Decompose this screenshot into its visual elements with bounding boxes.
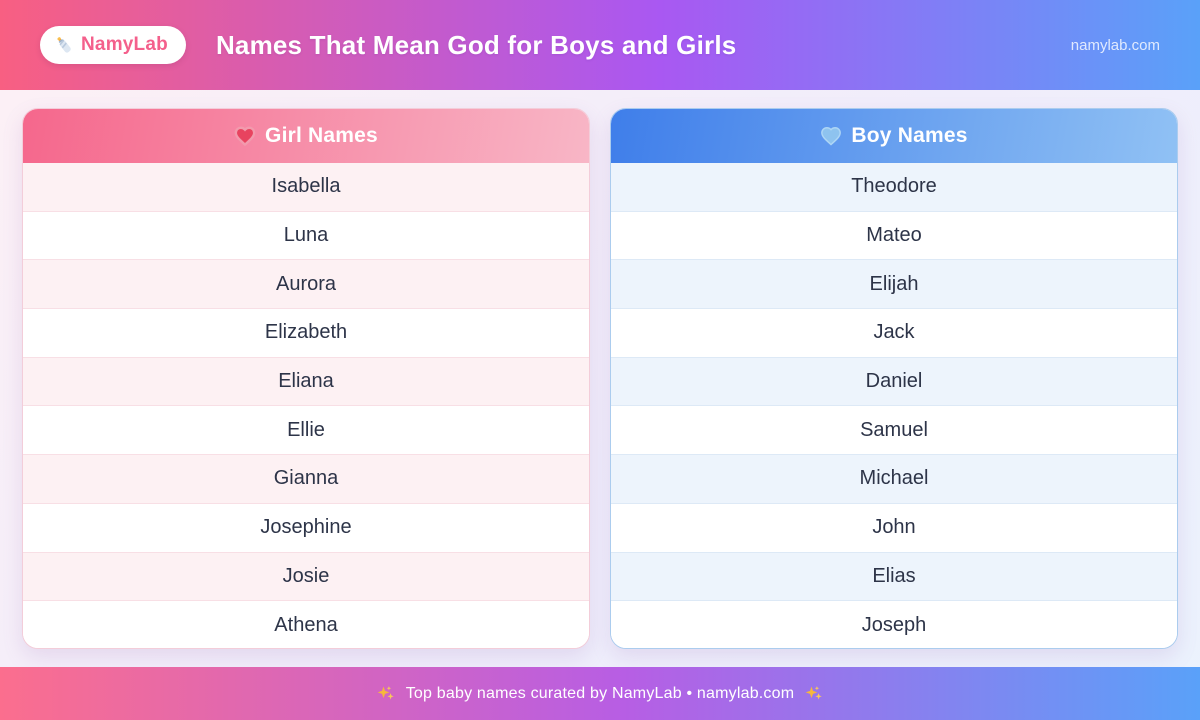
name-row: Mateo xyxy=(611,211,1177,261)
footer-text: Top baby names curated by NamyLab • namy… xyxy=(405,684,795,702)
name-row: Joseph xyxy=(611,601,1177,648)
girl-names-list: Isabella Luna Aurora Elizabeth Eliana Ellie Gi… xyxy=(23,163,589,648)
name-row: Jack xyxy=(611,309,1177,358)
boy-names-list: Theodore Mateo Elijah Jack Daniel Samuel Micha… xyxy=(611,163,1177,648)
name-row: Ellie xyxy=(23,406,589,456)
heart-icon xyxy=(821,127,842,146)
boy-names-header: Boy Names xyxy=(611,109,1177,163)
heart-icon xyxy=(234,126,256,147)
footer-bar: Top baby names curated by NamyLab • namy… xyxy=(0,667,1200,720)
name-row: Luna xyxy=(23,211,589,261)
name-row: Daniel xyxy=(611,357,1177,407)
name-row: Elias xyxy=(611,552,1177,602)
name-row: Elizabeth xyxy=(23,309,589,358)
girl-names-header: Girl Names xyxy=(23,109,589,163)
baby-bottle-icon xyxy=(57,37,71,53)
name-row: Samuel xyxy=(611,406,1177,456)
name-row: Josie xyxy=(23,552,589,602)
boy-names-card: Boy Names Theodore Mateo Elijah Jack Daniel S… xyxy=(610,108,1178,649)
name-row: Theodore xyxy=(611,163,1177,212)
name-row: Athena xyxy=(23,601,589,648)
sparkles-icon xyxy=(377,685,394,699)
girl-names-card: Girl Names Isabella Luna Aurora Elizabeth El… xyxy=(22,108,590,649)
name-row: Josephine xyxy=(23,503,589,553)
main-content: Girl Names Isabella Luna Aurora Elizabeth El… xyxy=(0,90,1200,649)
name-row: Elijah xyxy=(611,260,1177,310)
name-row: Michael xyxy=(611,455,1177,504)
name-row: Aurora xyxy=(23,260,589,310)
name-row: Gianna xyxy=(23,455,589,504)
name-row: Isabella xyxy=(23,163,589,212)
name-row: Eliana xyxy=(23,357,589,407)
boy-names-title: Boy Names xyxy=(851,124,968,147)
site-url: namylab.com xyxy=(1070,36,1160,54)
girl-names-title: Girl Names xyxy=(265,124,378,147)
page-title: Names That Mean God for Boys and Girls xyxy=(215,29,737,60)
sparkles-icon xyxy=(805,685,823,699)
logo-text: NamyLab xyxy=(81,34,168,55)
header-bar: NamyLab Names That Mean God for Boys and… xyxy=(0,0,1200,90)
name-row: John xyxy=(611,503,1177,553)
logo-badge[interactable]: NamyLab xyxy=(40,26,186,64)
